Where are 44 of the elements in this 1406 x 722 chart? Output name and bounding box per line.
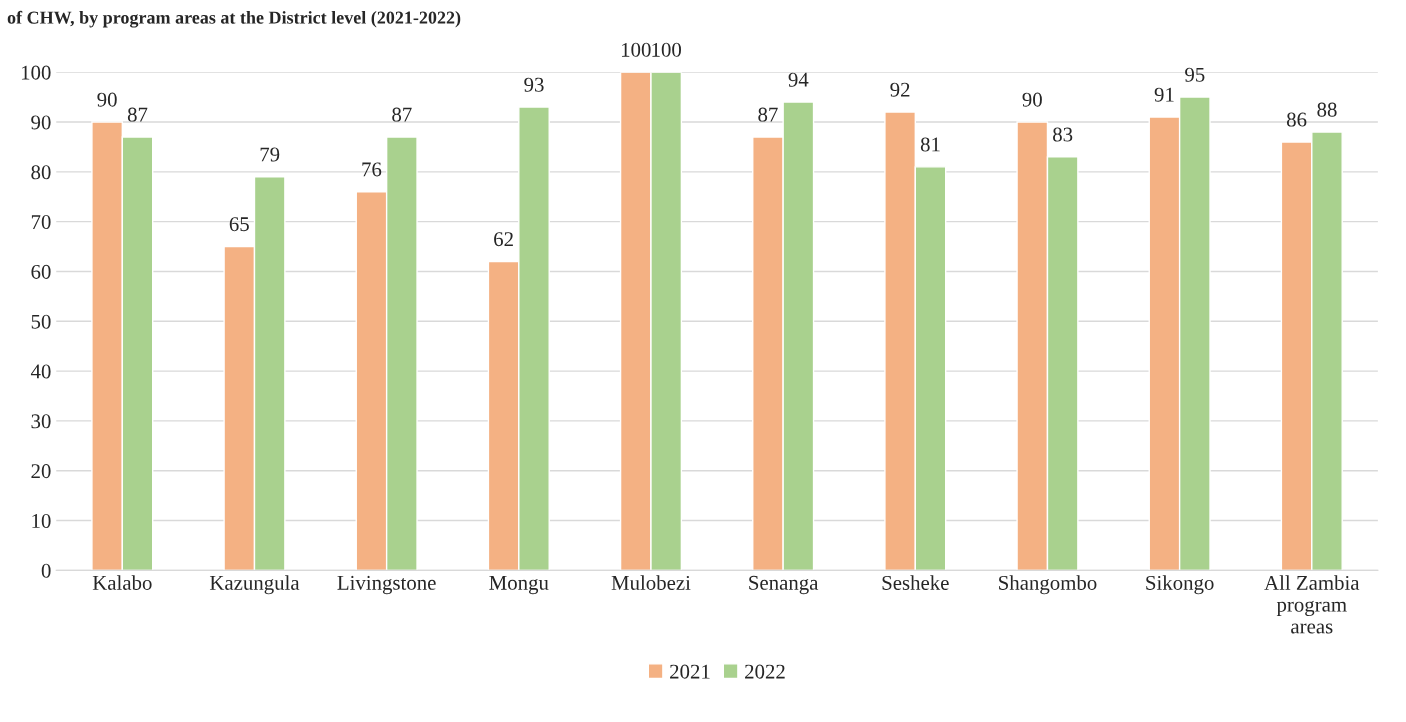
legend-label: 2021 <box>670 664 710 679</box>
legend-label: 2022 <box>745 664 785 679</box>
y-tick-label: 10 <box>32 513 51 528</box>
x-tick-label: Sikongo <box>1146 575 1214 595</box>
x-tick-label: Mulobezi <box>611 575 691 590</box>
y-tick-label: 30 <box>31 414 51 429</box>
data-label: 87 <box>127 107 148 122</box>
data-label: 88 <box>1317 102 1337 117</box>
data-label: 62 <box>494 232 513 247</box>
data-label: 90 <box>1022 92 1042 107</box>
x-tick-label: Sesheke <box>882 575 949 590</box>
data-label: 92 <box>890 82 910 97</box>
data-label: 100 <box>621 42 651 57</box>
x-tick-label: Kazungula <box>209 575 300 595</box>
data-label: 100 <box>652 42 682 57</box>
y-tick-label: 90 <box>31 115 51 130</box>
y-tick-label: 20 <box>31 464 51 479</box>
x-tick-label: All Zambia program areas <box>1264 575 1360 634</box>
data-label: 86 <box>1286 112 1307 127</box>
data-label: 91 <box>1154 87 1174 102</box>
chart-title: of CHW, by program areas at the District level (2021-2022) <box>7 10 461 28</box>
x-tick-label: Kalabo <box>92 575 152 590</box>
x-tick-label: Senanga <box>749 575 819 595</box>
y-tick-label: 70 <box>31 215 51 230</box>
data-label: 65 <box>229 217 249 232</box>
data-label: 95 <box>1185 67 1205 82</box>
data-label: 76 <box>362 162 382 177</box>
data-label: 79 <box>260 147 280 162</box>
y-tick-label: 40 <box>30 364 51 379</box>
x-tick-label: Shangombo <box>999 575 1097 595</box>
data-label: 93 <box>524 77 544 92</box>
data-label: 94 <box>788 72 809 87</box>
y-tick-label: 80 <box>31 165 51 180</box>
data-label: 90 <box>97 92 117 107</box>
y-tick-label: 50 <box>31 314 51 329</box>
y-tick-label: 60 <box>31 264 51 279</box>
data-label: 87 <box>758 107 778 122</box>
data-label: 83 <box>1053 127 1073 142</box>
y-tick-label: 100 <box>21 65 51 80</box>
y-tick-label: 0 <box>41 563 51 578</box>
x-tick-label: Livingstone <box>337 575 436 595</box>
data-label: 87 <box>392 107 412 122</box>
x-tick-label: Mongu <box>489 576 549 595</box>
data-label: 81 <box>920 137 940 152</box>
